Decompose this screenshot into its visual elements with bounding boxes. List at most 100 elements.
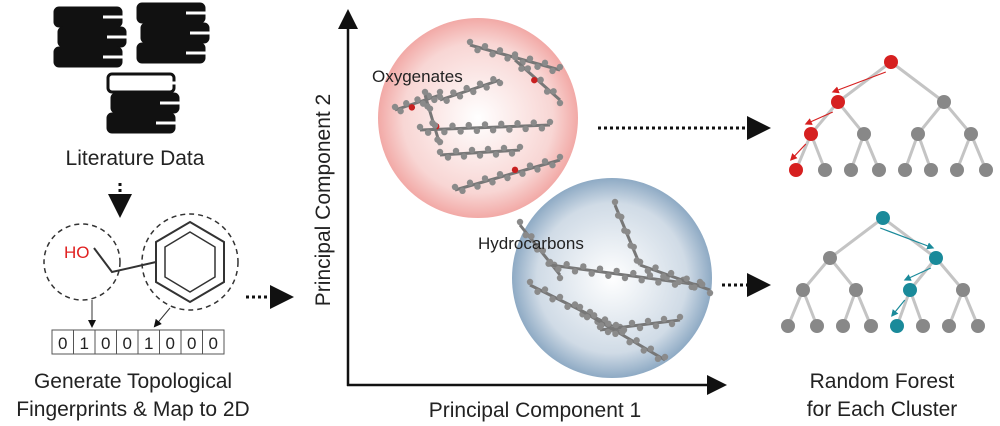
atom [530,119,537,126]
atom [624,228,631,236]
atom [667,269,675,277]
atom [444,154,452,161]
atom [470,88,477,96]
atom [526,278,534,286]
tree-node [849,283,863,297]
tree-edge [882,216,937,260]
atom [636,324,644,332]
atom [476,80,484,87]
path-arrow [891,299,906,317]
atom [571,301,579,308]
atom [528,233,535,240]
atom [516,143,524,151]
atom [483,84,490,91]
atom [533,246,541,253]
atom [652,264,659,271]
bond [639,263,711,292]
atom [661,353,669,361]
tree-edge [829,216,884,260]
cluster-label: Oxygenates [372,67,463,86]
atom [660,273,667,280]
atom [408,104,416,111]
atom [706,289,714,297]
atom [691,284,698,291]
atom [508,150,516,157]
atom [612,330,619,338]
atom [511,53,519,61]
atom [538,125,546,132]
atom [465,121,472,129]
atom [466,179,474,186]
tree-node [781,319,795,333]
atom [481,42,489,50]
caption-line: for Each Cluster [807,398,958,421]
tree-node [876,211,890,225]
atom [571,268,579,275]
tree-node [857,127,871,141]
tree-edge [890,60,945,104]
atom [546,118,554,126]
atom [500,144,508,152]
path-arrow [879,227,935,250]
atom [436,88,444,96]
atom [424,129,432,136]
atom [652,322,660,330]
atom [452,147,460,155]
atom [524,65,532,72]
atom [496,47,504,54]
atom [511,166,519,174]
atom [563,261,570,268]
atom [436,148,444,156]
atom [449,122,456,129]
atom [676,313,684,321]
tree-node [964,127,978,141]
atom [481,121,489,128]
atom [604,328,612,336]
atom [489,51,496,58]
atom [556,293,564,301]
atom [580,263,587,270]
tree-node [911,127,925,141]
atom [668,320,676,328]
atom [436,93,444,101]
atom [613,267,620,275]
atom [522,231,529,239]
tree-node [789,163,803,177]
atom [699,281,706,288]
atom [630,269,637,277]
atom [436,138,444,146]
atom [549,161,556,169]
atom [675,278,683,286]
atom [451,183,459,191]
path-arrow [831,71,887,94]
tree-node [924,163,938,177]
tree-node [950,163,964,177]
atom [484,145,492,153]
atom [541,59,549,67]
tree-node [872,163,886,177]
caption-line: Random Forest [810,370,955,393]
atom [463,84,470,92]
tree-node [804,127,818,141]
atom [605,320,612,327]
atom [526,162,534,169]
molecules [391,38,714,363]
tree-node [884,55,898,69]
tree-node [956,283,970,297]
caption-line: Fingerprints & Map to 2D [16,398,249,421]
atom [474,46,481,54]
atom [618,213,625,221]
atom [534,63,541,70]
cluster-label: Hydrocarbons [478,234,584,253]
atom [611,198,619,206]
atom [514,120,521,127]
atom [549,67,556,75]
tree-node [796,283,810,297]
atom [549,296,556,303]
tree-node [898,163,912,177]
atom [504,55,511,62]
bit: 1 [80,334,89,353]
atom [543,88,551,95]
atom [421,88,429,96]
atom [541,158,549,165]
